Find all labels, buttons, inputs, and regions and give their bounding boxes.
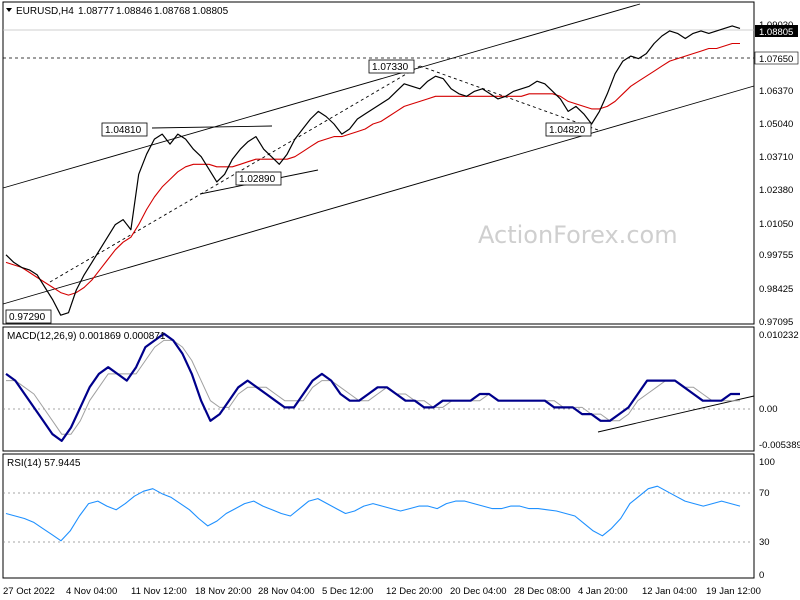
date-tick-label: 12 Jan 04:00	[642, 586, 697, 597]
macd-tick-label: 0.00	[759, 404, 778, 415]
rsi-panel	[2, 453, 755, 579]
watermark: ActionForex.com	[478, 221, 678, 249]
price-tick-label: 1.02380	[759, 185, 793, 196]
price-tick-label: 0.99755	[759, 250, 793, 261]
price-line	[5, 25, 741, 316]
macd-label: MACD(12,26,9) 0.001869 0.000871	[7, 331, 166, 342]
date-tick-label: 4 Jan 20:00	[578, 586, 628, 597]
annotation-box	[5, 309, 52, 324]
open-value: 1.08777	[78, 6, 115, 17]
price-tick-label: 0.98425	[759, 284, 793, 295]
annotation-box	[545, 122, 592, 137]
marked-level-marker	[754, 51, 799, 65]
rsi-line	[5, 485, 741, 542]
high-value: 1.08846	[116, 6, 153, 17]
date-tick-label: 4 Nov 04:00	[66, 586, 117, 597]
chart-header: EURUSD,H4 1.08777 1.08846 1.08768 1.0880…	[6, 6, 229, 17]
channel-lower-line	[2, 85, 755, 305]
macd-line	[5, 332, 740, 442]
rsi-series-layer	[5, 485, 741, 542]
macd-trend-line	[597, 395, 755, 433]
annotation-box	[101, 122, 148, 137]
macd-tick-label: -0.005389	[759, 440, 800, 451]
annotation-box	[235, 171, 282, 186]
current-price-marker	[755, 25, 798, 37]
price-tick-label: 1.05040	[759, 119, 793, 130]
rsi-tick-label: 0	[759, 570, 764, 581]
rsi-tick-label: 100	[759, 457, 775, 468]
decline-dashed-line	[419, 65, 599, 131]
date-tick-label: 28 Dec 08:00	[514, 586, 571, 597]
macd-panel	[2, 326, 755, 452]
price-tick-label: 1.01050	[759, 219, 793, 230]
date-tick-label: 18 Nov 20:00	[195, 586, 252, 597]
triangle-top-line	[151, 125, 273, 129]
moving-average-line	[5, 42, 740, 296]
price-series-layer	[5, 25, 741, 316]
rsi-tick-label: 30	[759, 537, 770, 548]
low-value: 1.08768	[154, 6, 191, 17]
rsi-tick-label: 70	[759, 488, 770, 499]
date-tick-label: 12 Dec 20:00	[386, 586, 443, 597]
annotation-label: 1.02890	[239, 174, 276, 185]
price-annotations: 1.04810 1.07330 1.02890 1.04820 0.97290	[5, 59, 592, 324]
date-tick-label: 19 Jan 12:00	[706, 586, 761, 597]
annotation-label: 1.04810	[105, 125, 142, 136]
macd-tick-label: 0.010232	[759, 330, 799, 341]
date-tick-label: 5 Dec 12:00	[322, 586, 373, 597]
price-panel	[2, 1, 755, 325]
price-tick-label: 0.97095	[759, 317, 793, 328]
symbol-label: EURUSD,H4	[16, 6, 74, 17]
macd-signal-line	[6, 339, 740, 435]
price-tick-label: 1.03710	[759, 152, 793, 163]
date-tick-label: 27 Oct 2022	[3, 586, 55, 597]
date-tick-label: 11 Nov 12:00	[131, 586, 187, 597]
annotation-label: 1.04820	[549, 125, 586, 136]
rsi-label: RSI(14) 57.9445	[7, 458, 81, 469]
marked-level-label: 1.07650	[759, 54, 793, 65]
macd-series-layer	[5, 332, 740, 442]
close-value: 1.08805	[192, 6, 229, 17]
rsi-axis: 100 70 30 0	[759, 457, 775, 581]
date-axis: 27 Oct 2022 4 Nov 04:00 11 Nov 12:00 18 …	[3, 586, 761, 597]
date-tick-label: 28 Nov 04:00	[258, 586, 315, 597]
price-axis: 1.09030 1.08805 1.07650 1.06370 1.05040 …	[754, 20, 799, 328]
channel-upper-line	[2, 3, 641, 189]
triangle-icon	[6, 8, 12, 12]
current-price-label: 1.08805	[759, 27, 793, 38]
annotation-box	[368, 59, 415, 74]
annotation-label: 0.97290	[9, 312, 46, 323]
annotation-label: 1.07330	[372, 62, 409, 73]
date-tick-label: 20 Dec 04:00	[450, 586, 507, 597]
macd-axis: 0.010232 0.00 -0.005389	[759, 330, 800, 451]
price-tick-label: 1.06370	[759, 86, 793, 97]
